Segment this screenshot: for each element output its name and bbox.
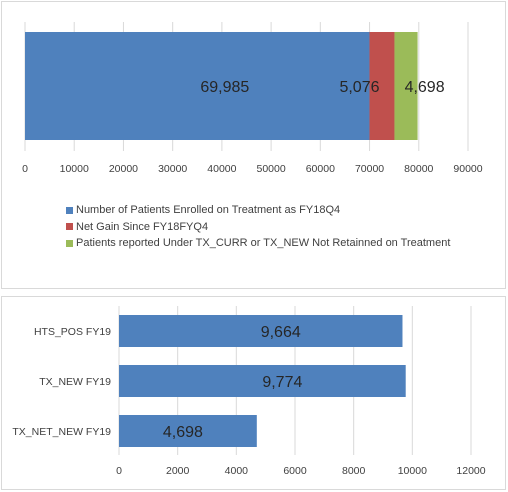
- legend-item-net-gain: Net Gain Since FY18FYQ4: [66, 219, 450, 236]
- x-tick-label: 12000: [456, 465, 485, 477]
- data-label: 9,774: [262, 374, 302, 391]
- x-tick-label: 40000: [207, 163, 236, 175]
- data-label: 9,664: [261, 324, 301, 341]
- x-tick-label: 60000: [306, 163, 335, 175]
- x-tick-label: 2000: [166, 465, 190, 477]
- horizontal-bar-chart: 0 2000 4000 6000 8000 10000 12000 9,664 HTS_POS …: [12, 306, 486, 477]
- legend-swatch-net-gain: [66, 223, 73, 231]
- bar-segment: [369, 32, 395, 140]
- bar: [119, 365, 406, 397]
- legend-label-net-gain: Net Gain Since FY18FYQ4: [76, 220, 209, 233]
- x-tick-label: 50000: [257, 163, 286, 175]
- bar: [119, 315, 403, 347]
- x-tick-label: 30000: [158, 163, 187, 175]
- legend-item-not-retained: Patients reported Under TX_CURR or TX_NE…: [66, 235, 450, 252]
- legend: Number of Patients Enrolled on Treatment…: [66, 202, 450, 252]
- top-chart-panel: 0 10000 20000 30000 40000 50000 60000 70000 8000…: [1, 1, 506, 289]
- data-label: 4,698: [163, 424, 203, 441]
- x-tick-label: 80000: [404, 163, 433, 175]
- bar: [119, 415, 257, 447]
- legend-swatch-enrolled: [66, 206, 73, 214]
- bar-segment: [394, 32, 418, 140]
- category-label: TX_NET_NEW FY19: [12, 426, 111, 438]
- legend-item-enrolled: Number of Patients Enrolled on Treatment…: [66, 202, 450, 219]
- x-tick-label: 10000: [398, 465, 427, 477]
- data-label: 5,076: [339, 79, 379, 96]
- category-label: TX_NEW FY19: [39, 376, 111, 388]
- legend-swatch-not-retained: [66, 239, 73, 247]
- x-tick-label: 4000: [225, 465, 249, 477]
- bar-segment: [25, 32, 370, 140]
- x-tick-label: 6000: [283, 465, 307, 477]
- legend-label-not-retained: Patients reported Under TX_CURR or TX_NE…: [76, 237, 451, 249]
- stacked-bar-chart: 0 10000 20000 30000 40000 50000 60000 70000 8000…: [22, 22, 483, 175]
- legend-label-enrolled: Number of Patients Enrolled on Treatment…: [76, 204, 341, 216]
- x-tick-label: 90000: [453, 163, 482, 175]
- x-tick-label: 0: [116, 465, 122, 477]
- data-label: 4,698: [405, 79, 445, 96]
- x-tick-label: 0: [22, 163, 28, 175]
- category-label: HTS_POS FY19: [34, 326, 111, 338]
- x-tick-label: 20000: [109, 163, 138, 175]
- x-tick-label: 70000: [355, 163, 384, 175]
- x-tick-label: 10000: [60, 163, 89, 175]
- bottom-chart-panel: 0 2000 4000 6000 8000 10000 12000 9,664 HTS_POS …: [1, 296, 506, 490]
- x-tick-label: 8000: [342, 465, 366, 477]
- data-label: 69,985: [200, 79, 249, 96]
